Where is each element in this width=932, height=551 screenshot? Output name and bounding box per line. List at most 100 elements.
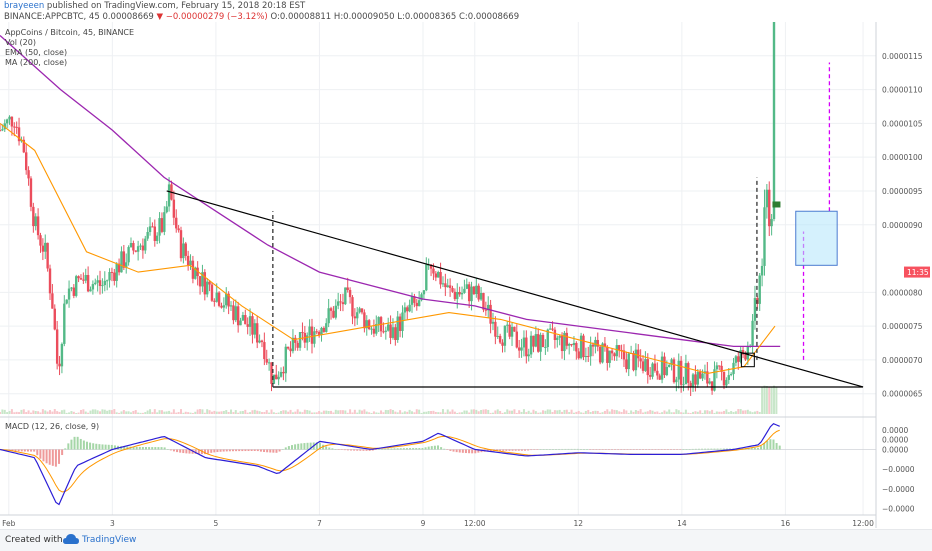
candle-body xyxy=(668,364,671,367)
macd-histogram-bar xyxy=(210,449,213,453)
volume-bar xyxy=(268,412,271,414)
candle-body xyxy=(517,347,521,351)
candle-body xyxy=(105,280,109,282)
macd-histogram-bar xyxy=(573,448,576,450)
macd-histogram-bar xyxy=(33,449,36,452)
volume-bar xyxy=(380,410,383,414)
volume-bar xyxy=(170,412,173,414)
legend-volume[interactable]: Vol (20) xyxy=(5,38,36,47)
volume-bar xyxy=(75,412,78,414)
candle-body xyxy=(529,335,533,355)
volume-bar xyxy=(684,409,687,414)
candle-body xyxy=(770,219,773,227)
macd-histogram-bar xyxy=(51,449,54,466)
candle-body xyxy=(22,139,26,153)
volume-bar xyxy=(663,410,666,414)
candle-body xyxy=(467,284,471,302)
volume-bar xyxy=(332,412,335,414)
macd-signal-line xyxy=(0,429,780,493)
author-name[interactable]: brayeeen xyxy=(4,1,45,11)
volume-bar xyxy=(320,412,323,414)
y-axis-tick-label: 0.0000095 xyxy=(882,187,923,196)
volume-bar xyxy=(127,411,130,414)
volume-bar xyxy=(87,412,90,414)
chart-svg[interactable]: 0.0000115 0.0000110 0.0000105 0.0000100 0.00… xyxy=(0,0,932,529)
macd-histogram-bar xyxy=(76,436,79,450)
macd-histogram-bar xyxy=(294,444,297,450)
volume-bar xyxy=(415,409,418,414)
candle-body xyxy=(213,300,216,302)
volume-bar xyxy=(482,409,485,414)
macd-histogram-bar xyxy=(760,446,763,450)
volume-bar xyxy=(275,412,278,414)
volume-bar xyxy=(611,409,614,414)
macd-histogram-bar xyxy=(601,449,604,450)
macd-axis-label: −0.0000 xyxy=(882,485,915,494)
volume-bar xyxy=(432,410,435,414)
candle-body xyxy=(456,292,459,300)
macd-histogram-bar xyxy=(474,449,477,454)
volume-bar xyxy=(341,410,344,414)
candle-body xyxy=(458,292,461,295)
candle-body xyxy=(613,353,616,357)
macd-histogram-bar xyxy=(589,449,592,450)
candle-body xyxy=(494,321,497,337)
macd-histogram-bar xyxy=(517,449,520,451)
candle-body xyxy=(120,251,123,273)
candle-body xyxy=(229,305,233,307)
volume-bar xyxy=(349,409,352,414)
symbol-label: BINANCE:APPCBTC, 45 xyxy=(4,12,100,22)
macd-histogram-bar xyxy=(256,449,259,452)
open-value: O:0.00008811 xyxy=(270,12,332,22)
volume-bar xyxy=(344,410,347,414)
volume-bar xyxy=(418,409,421,414)
macd-histogram-bar xyxy=(346,449,349,451)
chart-area[interactable]: 0.0000115 0.0000110 0.0000105 0.0000100 0.00… xyxy=(0,0,932,529)
legend-macd[interactable]: MACD (12, 26, close, 9) xyxy=(5,422,100,431)
legend-ma[interactable]: MA (200, close) xyxy=(5,58,68,67)
macd-histogram-bar xyxy=(107,444,110,450)
volume-bar xyxy=(775,387,778,414)
candle-body xyxy=(618,345,621,350)
candle-body xyxy=(129,243,133,248)
volume-bar xyxy=(230,409,233,414)
candle-body xyxy=(153,226,157,241)
brand-name[interactable]: TradingView xyxy=(82,535,137,545)
volume-bar xyxy=(513,409,516,414)
candle-body xyxy=(725,379,728,386)
candle-body xyxy=(744,354,747,360)
macd-histogram-bar xyxy=(523,449,526,451)
volume-bar xyxy=(139,412,142,414)
volume-bar xyxy=(694,411,697,414)
volume-bar xyxy=(239,411,242,414)
candle-body xyxy=(398,316,402,331)
volume-bar xyxy=(592,411,595,414)
macd-histogram-bar xyxy=(694,448,697,450)
volume-bar xyxy=(172,409,175,414)
candle-body xyxy=(141,245,145,251)
candle-body xyxy=(698,372,702,379)
candle-body xyxy=(108,272,111,281)
volume-bar xyxy=(232,412,235,414)
volume-bar xyxy=(534,411,537,414)
volume-bar xyxy=(403,411,406,414)
volume-bar xyxy=(408,409,411,414)
volume-bar xyxy=(672,412,675,414)
candle-body xyxy=(329,308,333,311)
volume-bar xyxy=(646,411,649,414)
macd-histogram-bar xyxy=(272,449,275,453)
macd-histogram-bar xyxy=(23,449,26,452)
target-box xyxy=(795,210,838,266)
volume-bar xyxy=(144,412,147,414)
macd-histogram-bar xyxy=(306,442,309,450)
volume-bar xyxy=(291,412,294,414)
legend-title[interactable]: AppCoins / Bitcoin, 45, BINANCE xyxy=(5,28,135,37)
candle-body xyxy=(737,356,740,362)
volume-bar xyxy=(425,411,428,414)
volume-bar xyxy=(282,410,285,414)
legend-ema[interactable]: EMA (50, close) xyxy=(5,48,68,57)
macd-axis-label: 0.0000 xyxy=(882,445,908,454)
volume-bar xyxy=(422,411,425,414)
volume-bar xyxy=(773,385,776,414)
volume-bar xyxy=(270,409,273,414)
